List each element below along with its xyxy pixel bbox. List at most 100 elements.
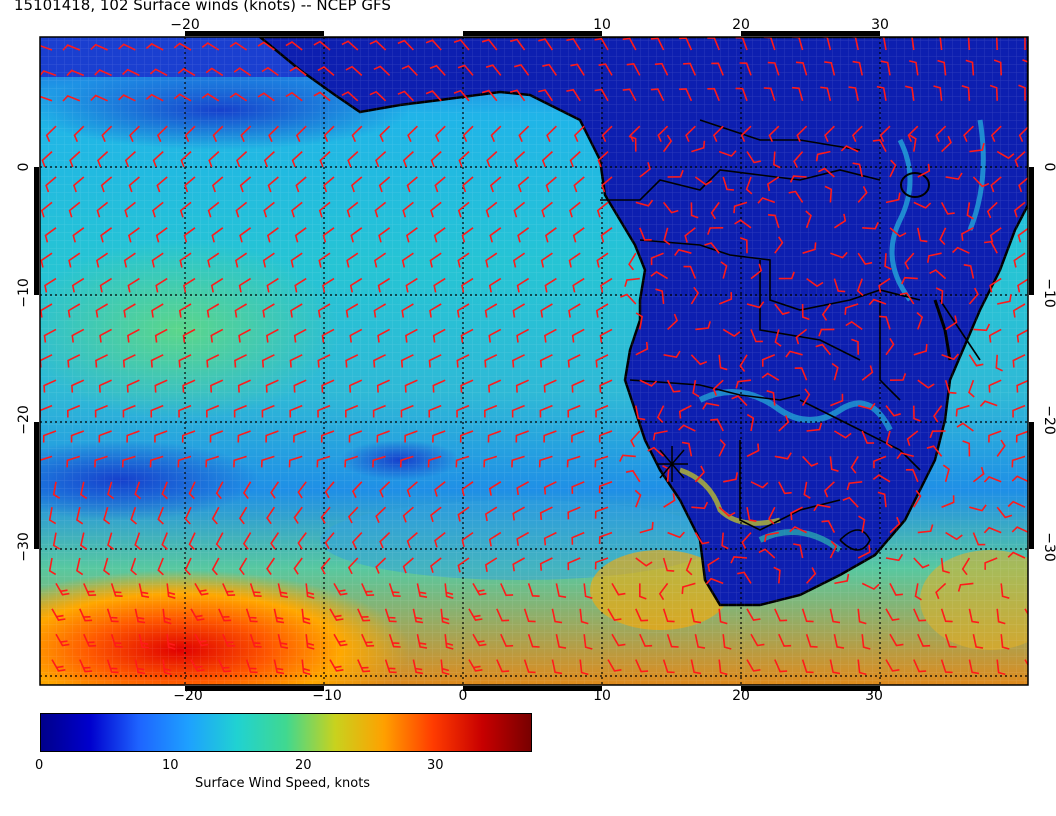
wind-barb bbox=[468, 659, 483, 672]
wind-barb bbox=[462, 125, 474, 143]
wind-barb bbox=[935, 125, 947, 143]
wind-barb bbox=[378, 176, 391, 193]
wind-barb bbox=[583, 583, 593, 599]
wind-barb bbox=[481, 89, 498, 102]
lon-tick-label: −20 bbox=[170, 17, 200, 33]
wind-barb bbox=[48, 507, 57, 525]
wind-barb bbox=[347, 506, 359, 524]
wind-barb bbox=[462, 176, 474, 193]
wind-barb bbox=[620, 293, 637, 305]
wind-barb bbox=[268, 125, 279, 143]
wind-barb bbox=[594, 506, 609, 519]
wind-barb bbox=[122, 404, 136, 418]
wind-barb bbox=[735, 87, 748, 102]
wind-barb bbox=[650, 88, 665, 102]
wind-barb bbox=[523, 608, 536, 623]
wind-barb bbox=[707, 87, 720, 102]
wind-barb bbox=[94, 69, 112, 77]
wind-barb bbox=[401, 303, 414, 318]
wind-barb bbox=[625, 469, 641, 483]
wind-barb bbox=[679, 88, 693, 102]
wind-barb bbox=[375, 557, 387, 574]
wind-barb bbox=[229, 41, 248, 51]
wind-barb bbox=[179, 201, 192, 218]
wind-barb bbox=[639, 162, 651, 178]
wind-barb bbox=[674, 248, 692, 256]
wind-barb bbox=[913, 490, 922, 508]
wind-barb bbox=[741, 532, 752, 549]
wind-barb bbox=[79, 481, 88, 500]
wind-barb bbox=[795, 328, 808, 345]
wind-barb bbox=[973, 684, 975, 685]
wind-barb bbox=[156, 125, 168, 143]
wind-barb bbox=[178, 354, 192, 368]
wind-barb bbox=[94, 455, 108, 468]
wind-barb bbox=[122, 354, 136, 368]
wind-barb bbox=[319, 151, 331, 168]
wind-barb bbox=[483, 404, 498, 418]
wind-barb bbox=[425, 39, 442, 51]
wind-barb bbox=[889, 583, 903, 596]
wind-barb bbox=[183, 277, 196, 293]
wind-barb bbox=[209, 430, 224, 443]
wind-barb bbox=[72, 176, 85, 193]
wind-barb bbox=[351, 481, 363, 498]
wind-barb bbox=[567, 354, 581, 368]
wind-barb bbox=[234, 303, 248, 318]
wind-barb bbox=[995, 354, 1003, 372]
wind-barb bbox=[210, 379, 224, 393]
wind-barb bbox=[66, 69, 85, 77]
wind-barb bbox=[100, 176, 113, 193]
wind-barb bbox=[994, 37, 998, 51]
wind-barb bbox=[166, 583, 176, 599]
wind-barb bbox=[51, 659, 66, 672]
wind-barb bbox=[539, 404, 553, 418]
wind-barb bbox=[940, 202, 955, 215]
wind-barb bbox=[357, 608, 371, 622]
wind-barb bbox=[402, 506, 414, 523]
wind-barb bbox=[579, 608, 589, 625]
wind-barb bbox=[207, 201, 220, 218]
wind-barb bbox=[710, 418, 724, 432]
wind-barb bbox=[539, 506, 553, 520]
wind-barb bbox=[718, 659, 728, 676]
wind-barb bbox=[127, 227, 140, 243]
wind-barb bbox=[145, 93, 164, 102]
lon-tick-label: 0 bbox=[459, 688, 468, 700]
wind-barb bbox=[293, 430, 307, 443]
wind-barb bbox=[933, 85, 943, 101]
wind-barb bbox=[455, 455, 470, 468]
wind-barb bbox=[712, 125, 724, 143]
wind-barb bbox=[512, 557, 525, 572]
wind-barb bbox=[156, 176, 168, 193]
wind-barb bbox=[833, 634, 845, 649]
wind-barb bbox=[750, 481, 769, 489]
wind-barb bbox=[599, 379, 613, 393]
wind-barb bbox=[345, 303, 359, 318]
wind-barb bbox=[662, 557, 675, 572]
wind-barb bbox=[658, 582, 669, 601]
wind-barb bbox=[388, 583, 401, 597]
wind-barb bbox=[793, 151, 804, 168]
wind-barb bbox=[329, 608, 344, 621]
wind-barb bbox=[430, 557, 442, 573]
wind-barb bbox=[43, 328, 57, 343]
wind-barb bbox=[634, 489, 642, 508]
frame-tick-bars bbox=[34, 31, 1034, 691]
wind-barb bbox=[184, 125, 196, 143]
wind-barb bbox=[667, 313, 679, 330]
wind-barb bbox=[75, 507, 84, 525]
wind-barb bbox=[944, 633, 957, 648]
wind-barb bbox=[373, 252, 387, 268]
wind-barb bbox=[324, 481, 335, 499]
wind-barb bbox=[97, 151, 109, 168]
wind-barb bbox=[238, 277, 252, 293]
wind-barb bbox=[322, 277, 335, 293]
wind-barb bbox=[351, 532, 363, 549]
wind-barb bbox=[735, 379, 752, 389]
wind-barb bbox=[596, 201, 609, 218]
wind-barb bbox=[628, 252, 637, 271]
wind-barb bbox=[962, 440, 971, 457]
wind-barb bbox=[266, 557, 276, 575]
wind-barb bbox=[879, 315, 891, 330]
